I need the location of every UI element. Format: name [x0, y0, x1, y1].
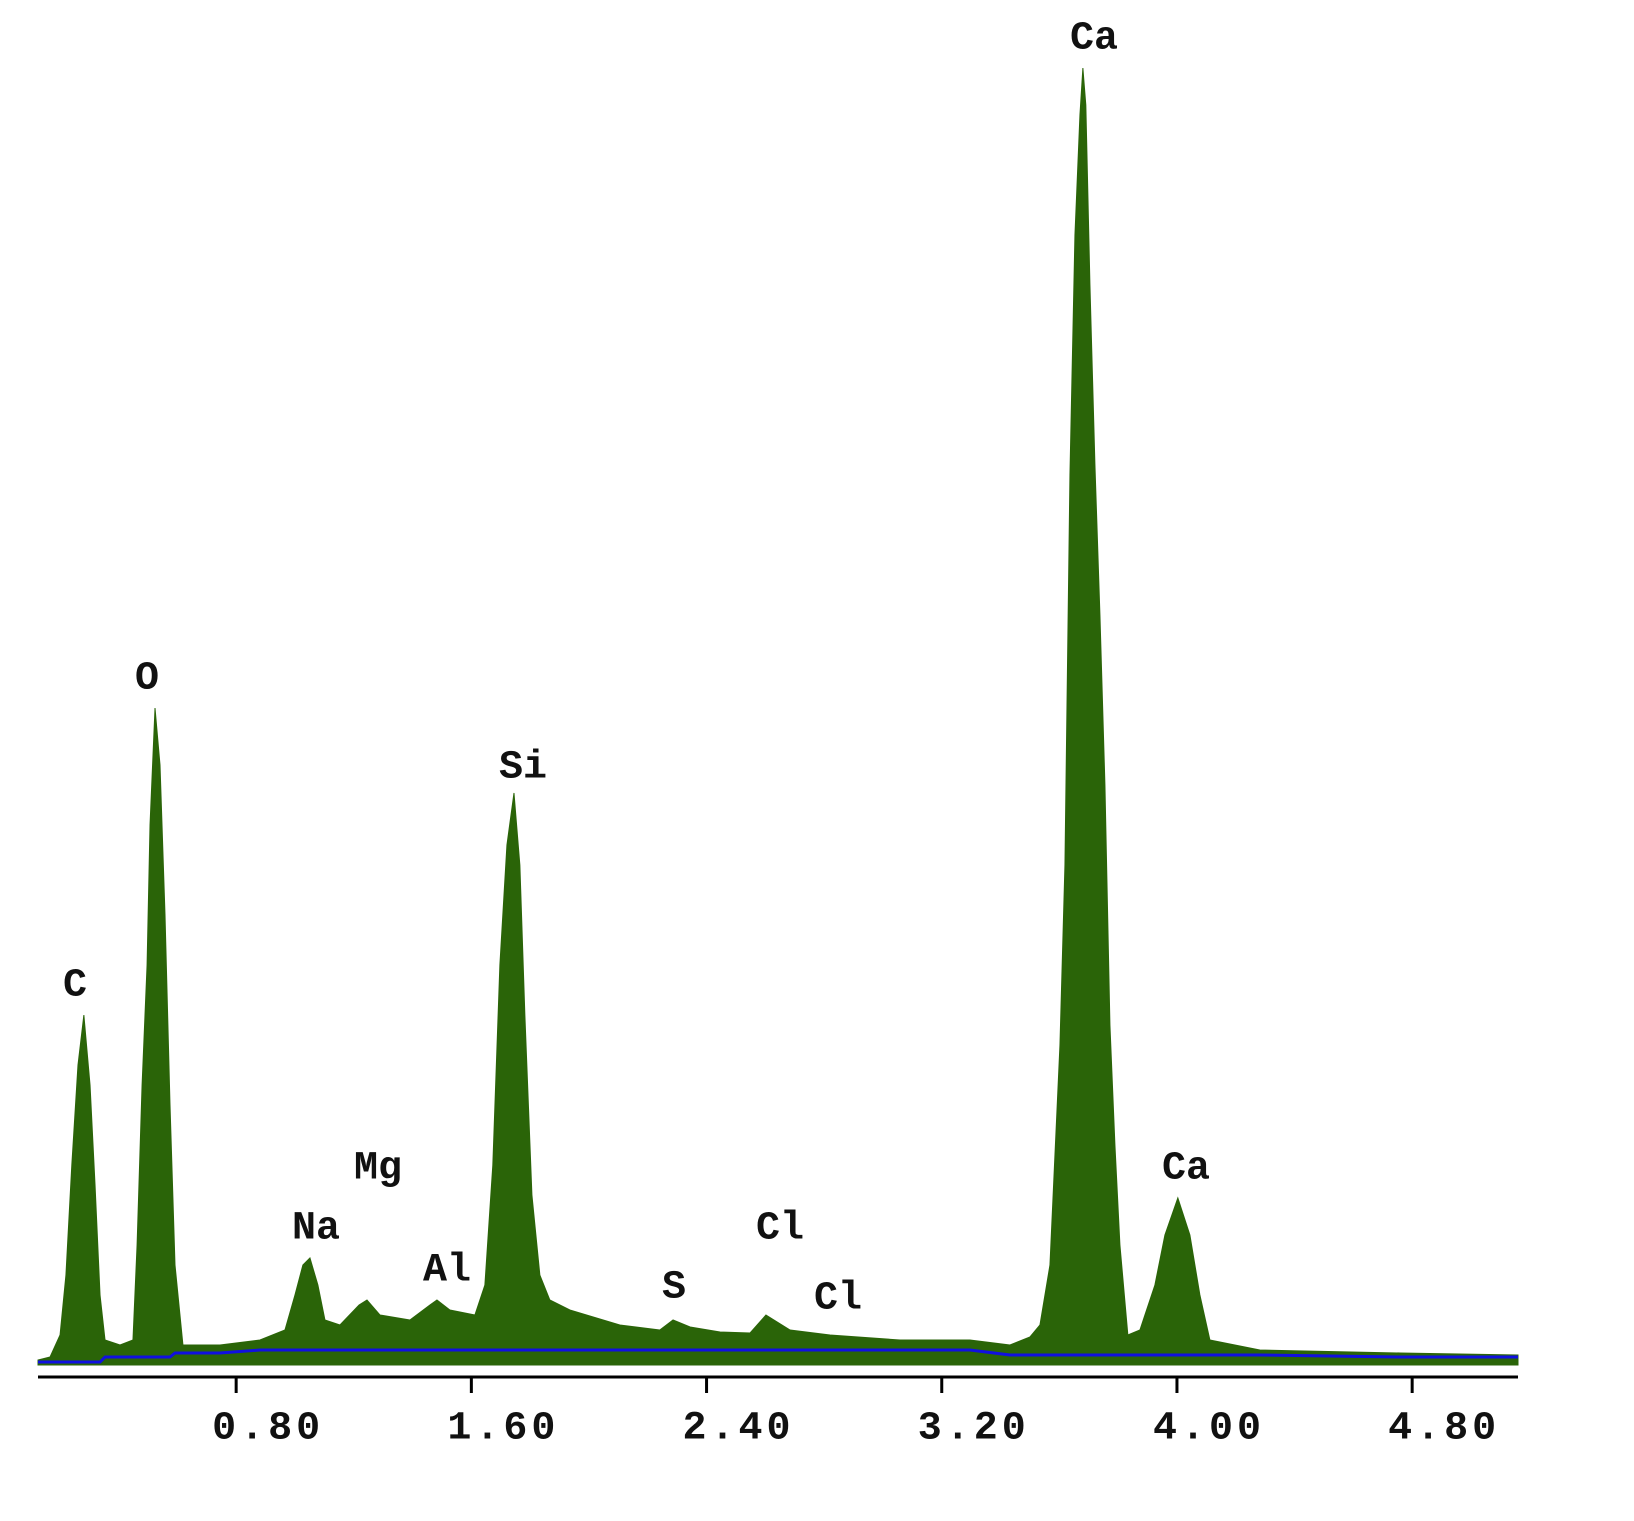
- peak-label: C: [63, 964, 87, 1009]
- x-tick-label: 1.60: [447, 1407, 559, 1452]
- x-tick-label: 3.20: [918, 1407, 1030, 1452]
- x-tick-label: 0.80: [212, 1407, 324, 1452]
- peak-label: Al: [423, 1249, 471, 1294]
- spectrum-area: [37, 67, 1519, 1366]
- peak-label: S: [662, 1266, 686, 1311]
- peak-label: Cl: [814, 1277, 862, 1322]
- peak-label: Cl: [756, 1207, 804, 1252]
- peak-label: Si: [499, 746, 547, 791]
- peak-label: Ca: [1162, 1147, 1210, 1192]
- background-line: [38, 1348, 1518, 1364]
- x-tick-label: 4.00: [1153, 1407, 1265, 1452]
- x-tick-label: 2.40: [683, 1407, 795, 1452]
- peak-label: Na: [292, 1207, 340, 1252]
- peak-label: Ca: [1070, 17, 1118, 62]
- peak-label: Mg: [354, 1147, 402, 1192]
- x-tick-label: 4.80: [1388, 1407, 1500, 1452]
- peak-label: O: [135, 657, 159, 702]
